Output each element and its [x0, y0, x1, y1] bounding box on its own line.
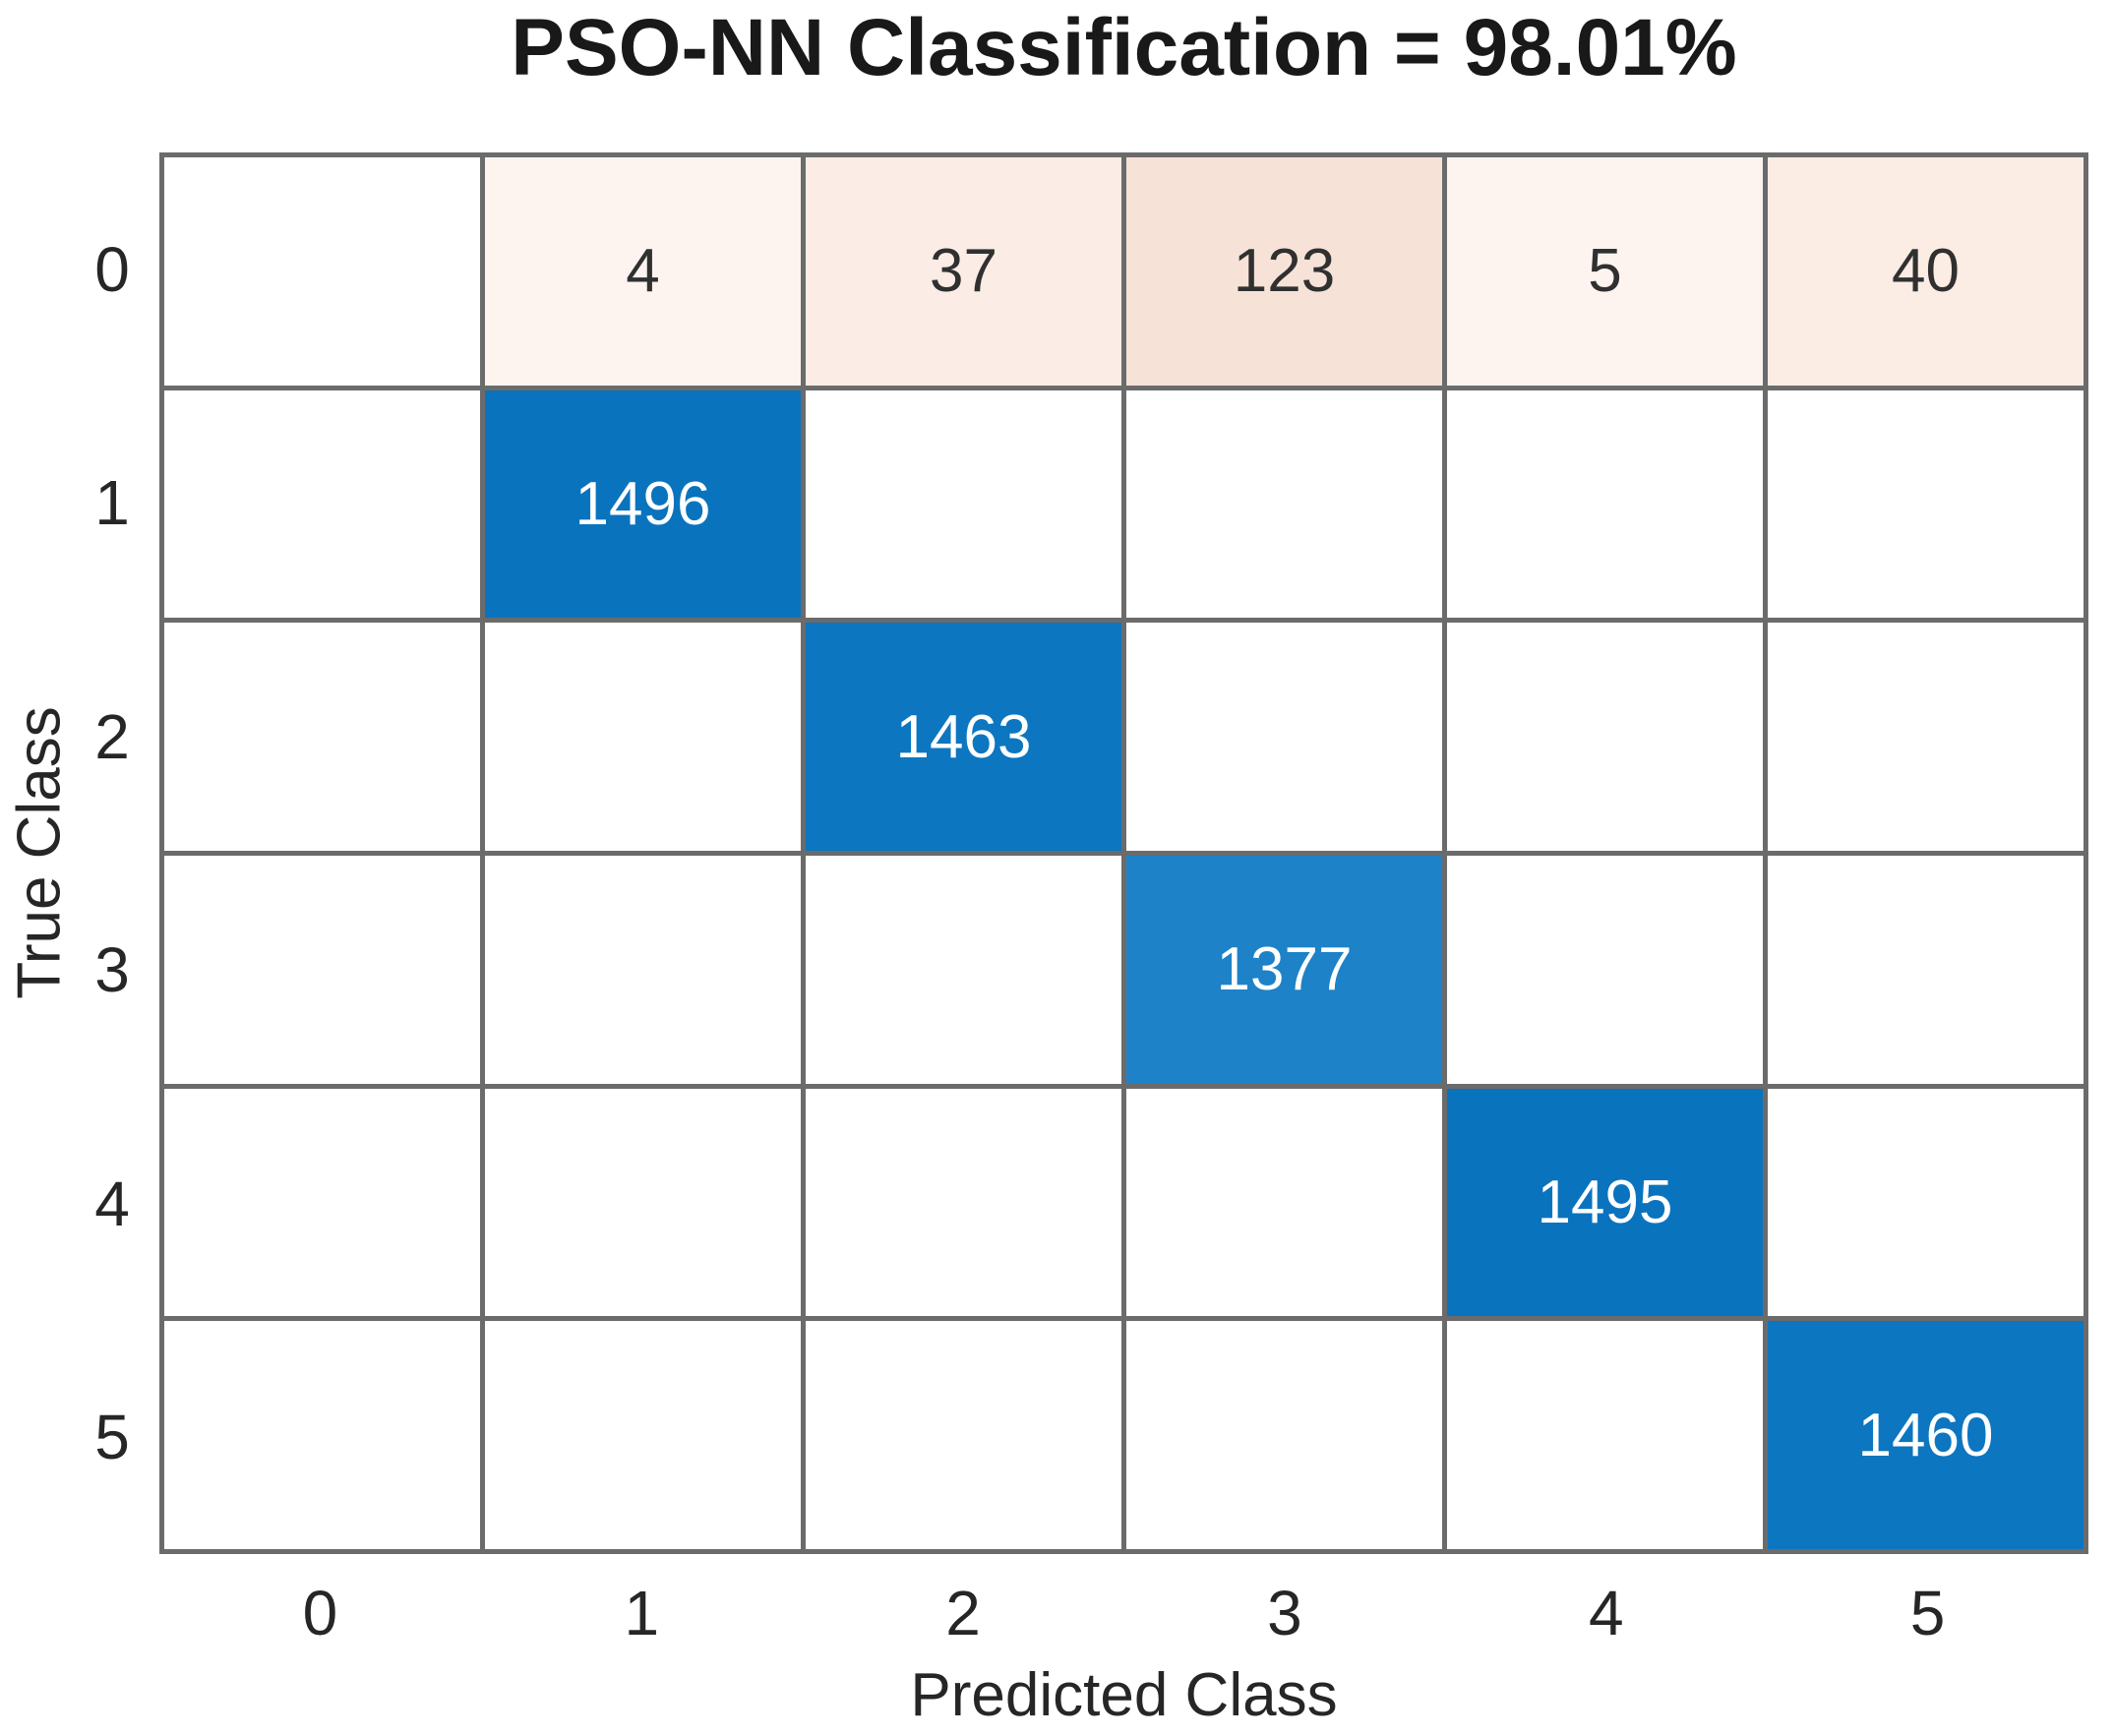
matrix-cell: 1496: [485, 389, 801, 619]
matrix-cell: [164, 623, 480, 851]
matrix-cell: [164, 856, 480, 1084]
matrix-cell: [1447, 623, 1763, 851]
matrix-cell: [1447, 389, 1763, 619]
matrix-cell: 123: [1126, 157, 1442, 386]
y-tick-label: 1: [94, 467, 130, 539]
matrix-cell: [806, 856, 1121, 1084]
matrix-grid: 4 37 123 5 40 1496 1463 1377 1495 1460: [159, 152, 2088, 1554]
matrix-cell: [806, 389, 1121, 619]
x-tick-label: 3: [1267, 1578, 1302, 1648]
y-tick-label: 2: [94, 700, 130, 772]
y-tick-label: 5: [94, 1402, 130, 1473]
matrix-cell: [485, 623, 801, 851]
y-axis-label: True Class: [5, 706, 74, 999]
matrix-cell: 4: [485, 157, 801, 386]
matrix-cell: [485, 1088, 801, 1317]
matrix-cell: [164, 157, 480, 386]
y-tick-label: 4: [94, 1167, 130, 1239]
matrix-cell: [1447, 856, 1763, 1084]
x-tick-label: 2: [945, 1578, 981, 1648]
chart-title: PSO-NN Classification = 98.01%: [511, 3, 1737, 92]
matrix-cell: [164, 1088, 480, 1317]
matrix-cell: 1377: [1126, 856, 1442, 1084]
matrix-cell: [1126, 623, 1442, 851]
matrix-cell: [164, 1321, 480, 1549]
y-tick-label: 3: [94, 934, 130, 1006]
x-tick-label: 4: [1588, 1578, 1624, 1648]
x-tick-label: 5: [1909, 1578, 1946, 1648]
matrix-cell: [806, 1321, 1121, 1549]
matrix-cell: [1768, 1088, 2084, 1317]
matrix-cell: [485, 1321, 801, 1549]
matrix-cell: [1126, 1321, 1442, 1549]
matrix-cell: [485, 856, 801, 1084]
x-axis-ticks: 0 1 2 3 4 5: [159, 1570, 2088, 1656]
matrix-cell: 5: [1447, 157, 1763, 386]
matrix-cell: [1768, 856, 2084, 1084]
matrix-cell: [1126, 1088, 1442, 1317]
y-axis-ticks: 0 1 2 3 4 5: [68, 152, 156, 1554]
y-tick-label: 0: [94, 233, 130, 305]
matrix-cell: 1460: [1768, 1321, 2084, 1549]
matrix-cell: [1447, 1321, 1763, 1549]
x-tick-label: 0: [302, 1578, 338, 1648]
matrix-cell: [1768, 623, 2084, 851]
matrix-cell: 1495: [1447, 1088, 1763, 1317]
matrix-cell: [806, 1088, 1121, 1317]
x-axis-label: Predicted Class: [910, 1661, 1338, 1729]
matrix-cell: [1126, 389, 1442, 619]
matrix-cell: 1463: [806, 623, 1121, 851]
x-tick-label: 1: [624, 1578, 660, 1648]
matrix-cell: [164, 389, 480, 619]
matrix-cell: 37: [806, 157, 1121, 386]
matrix-cell: 40: [1768, 157, 2084, 386]
matrix-cell: [1768, 389, 2084, 619]
